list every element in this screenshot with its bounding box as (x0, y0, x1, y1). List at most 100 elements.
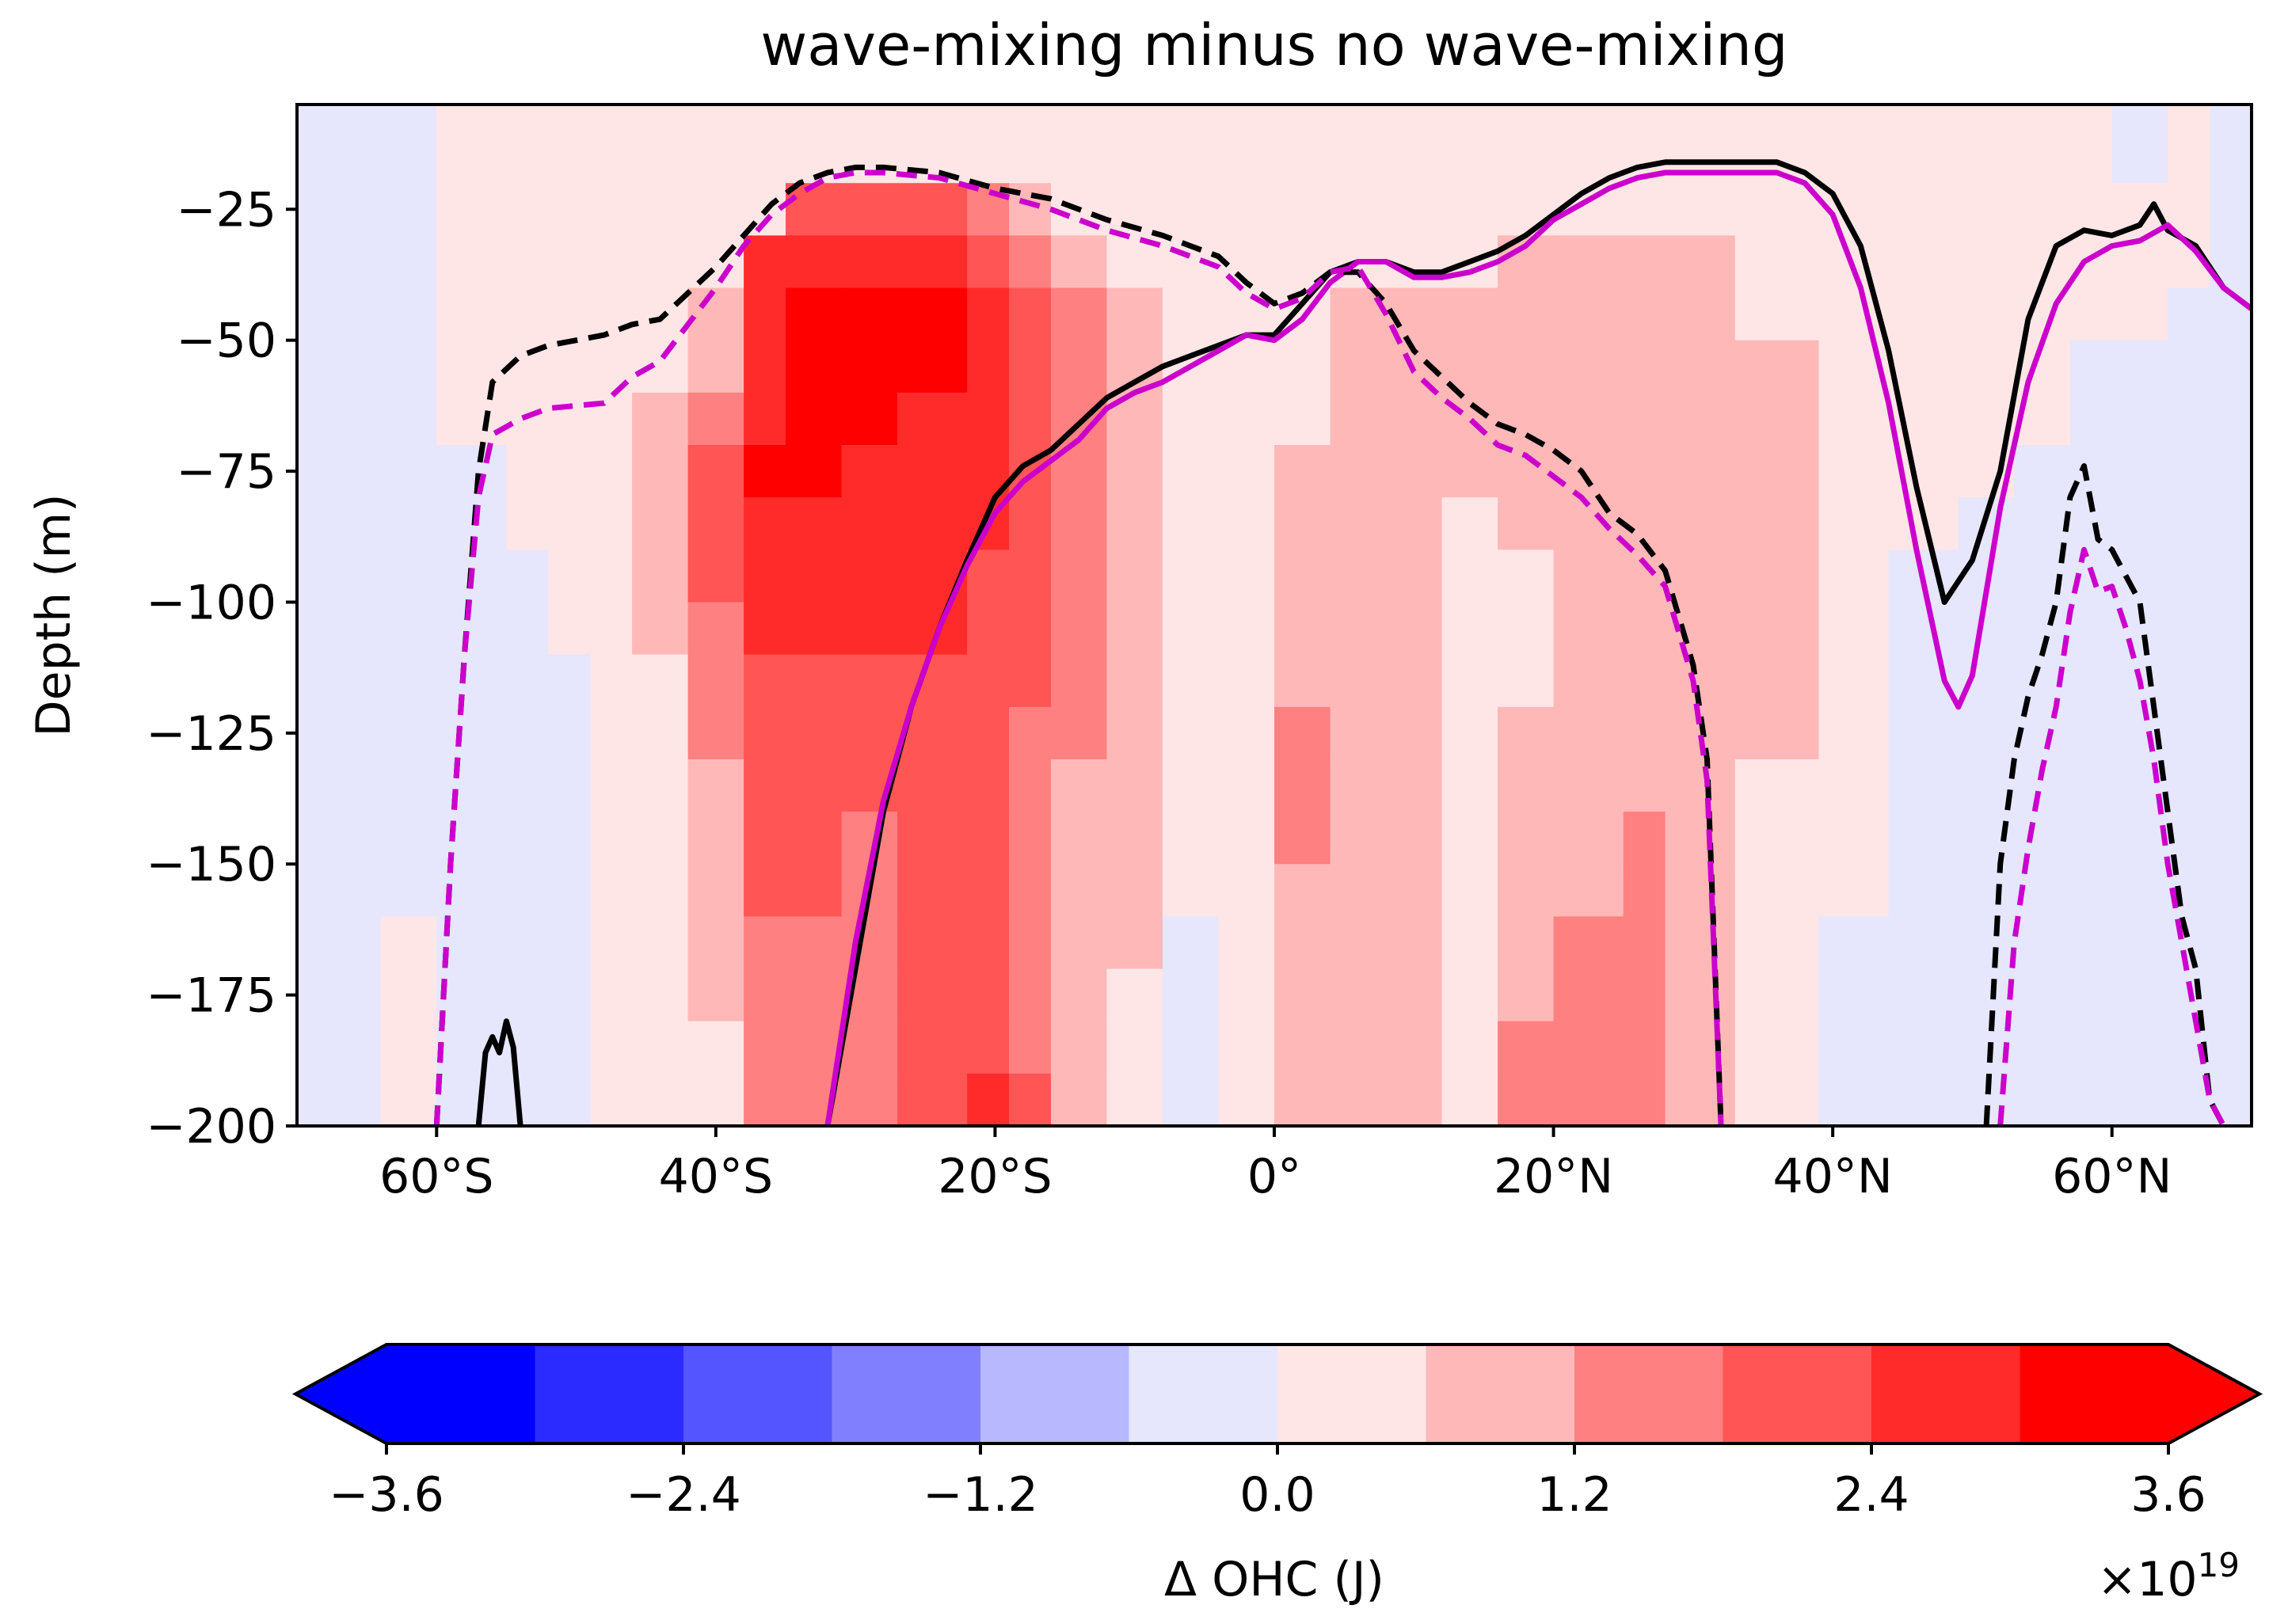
mixed-layer-depth-lines (433, 159, 2252, 1126)
series-line (433, 169, 1724, 1126)
heatmap-cell (786, 497, 843, 551)
heatmap-cell (1009, 864, 1052, 918)
heatmap-cell (1818, 759, 1890, 812)
heatmap-cell (1734, 183, 1820, 237)
heatmap-cell (1665, 812, 1736, 865)
heatmap-cell (1050, 968, 1108, 1022)
heatmap-cell (2168, 602, 2210, 656)
heatmap-cell (1734, 602, 1820, 656)
heatmap-cell (2210, 864, 2252, 918)
heatmap-cell (897, 183, 968, 237)
ohc-anomaly-heatmap (297, 105, 2252, 1126)
heatmap-cell (436, 183, 508, 237)
heatmap-cell (506, 706, 550, 760)
heatmap-cell (1734, 550, 1820, 603)
heatmap-cell (2111, 550, 2169, 603)
heatmap-cell (380, 1073, 438, 1126)
y-tick-label: −125 (146, 706, 276, 762)
heatmap-cell (1553, 550, 1624, 603)
heatmap-cell (786, 812, 843, 865)
heatmap-cell (687, 287, 744, 341)
heatmap-cell (2168, 654, 2210, 708)
heatmap-cell (687, 392, 744, 446)
heatmap-cell (786, 864, 843, 918)
heatmap-cell (548, 287, 591, 341)
heatmap-cell (744, 550, 786, 603)
heatmap-cell (1386, 1021, 1443, 1074)
heatmap-cell (1009, 602, 1052, 656)
heatmap-cell (1958, 602, 2016, 656)
heatmap-cell (1386, 916, 1443, 970)
heatmap-cell (687, 340, 744, 394)
heatmap-cell (1162, 812, 1220, 865)
heatmap-cell (1386, 654, 1443, 708)
heatmap-cell (841, 340, 898, 394)
heatmap-cell (2069, 340, 2113, 394)
y-tick-label: −50 (176, 314, 276, 369)
heatmap-cell (380, 183, 438, 237)
colorbar-tick-label: 2.4 (1833, 1467, 1909, 1523)
heatmap-cell (1274, 864, 1331, 918)
heatmap-cell (786, 445, 843, 498)
y-tick-label: −200 (146, 1099, 276, 1154)
heatmap-cell (548, 392, 591, 446)
heatmap-cell (687, 105, 744, 184)
heatmap-cell (1009, 706, 1052, 760)
heatmap-cell (1218, 1021, 1275, 1074)
heatmap-cell (380, 287, 438, 341)
heatmap-cell (2210, 550, 2252, 603)
heatmap-cell (632, 1021, 689, 1074)
y-tick-label: −25 (176, 182, 276, 238)
heatmap-cell (548, 968, 591, 1022)
heatmap-cell (1623, 916, 1666, 970)
heatmap-cell (1734, 1073, 1820, 1126)
heatmap-cell (1888, 706, 1959, 760)
heatmap-cell (1009, 1021, 1052, 1074)
heatmap-cell (1553, 340, 1624, 394)
x-tick-label: 40°S (659, 1149, 773, 1204)
heatmap-cell (1623, 1021, 1666, 1074)
colorbar-label: Δ OHC (J) (1164, 1552, 1384, 1607)
heatmap-cell (297, 340, 382, 394)
heatmap-cell (1734, 1021, 1820, 1074)
heatmap-cell (897, 392, 968, 446)
heatmap-cell (1441, 602, 1498, 656)
heatmap-cell (297, 497, 382, 551)
heatmap-cell (2069, 812, 2113, 865)
heatmap-cell (1274, 602, 1331, 656)
heatmap-cell (2168, 445, 2210, 498)
heatmap-cell (967, 812, 1010, 865)
heatmap-cell (1330, 916, 1387, 970)
heatmap-cell (841, 392, 898, 446)
heatmap-cell (436, 706, 508, 760)
heatmap-cell (297, 550, 382, 603)
heatmap-cell (1665, 340, 1736, 394)
heatmap-cell (1106, 864, 1163, 918)
heatmap-cell (2210, 392, 2252, 446)
heatmap-cell (2111, 812, 2169, 865)
colorbar-extend-min (295, 1344, 535, 1443)
heatmap-cell (1818, 706, 1890, 760)
heatmap-cell (2111, 1073, 2169, 1126)
heatmap-cell (1106, 1021, 1163, 1074)
heatmap-cell (1888, 654, 1959, 708)
heatmap-cell (632, 654, 689, 708)
heatmap-cell (1009, 287, 1052, 341)
heatmap-cell (1553, 235, 1624, 289)
heatmap-cell (1106, 812, 1163, 865)
heatmap-cell (2111, 105, 2169, 184)
heatmap-cell (2210, 759, 2252, 812)
heatmap-cell (590, 183, 633, 237)
heatmap-cell (1623, 1073, 1666, 1126)
heatmap-cell (744, 235, 786, 289)
heatmap-cell (1441, 1021, 1498, 1074)
heatmap-cell (590, 864, 633, 918)
heatmap-cell (1958, 864, 2016, 918)
heatmap-cell (380, 968, 438, 1022)
heatmap-cell (687, 654, 744, 708)
heatmap-cell (632, 340, 689, 394)
heatmap-cell (548, 602, 591, 656)
heatmap-cell (1818, 916, 1890, 970)
heatmap-cell (1888, 1073, 1959, 1126)
series-line (433, 164, 1724, 1126)
